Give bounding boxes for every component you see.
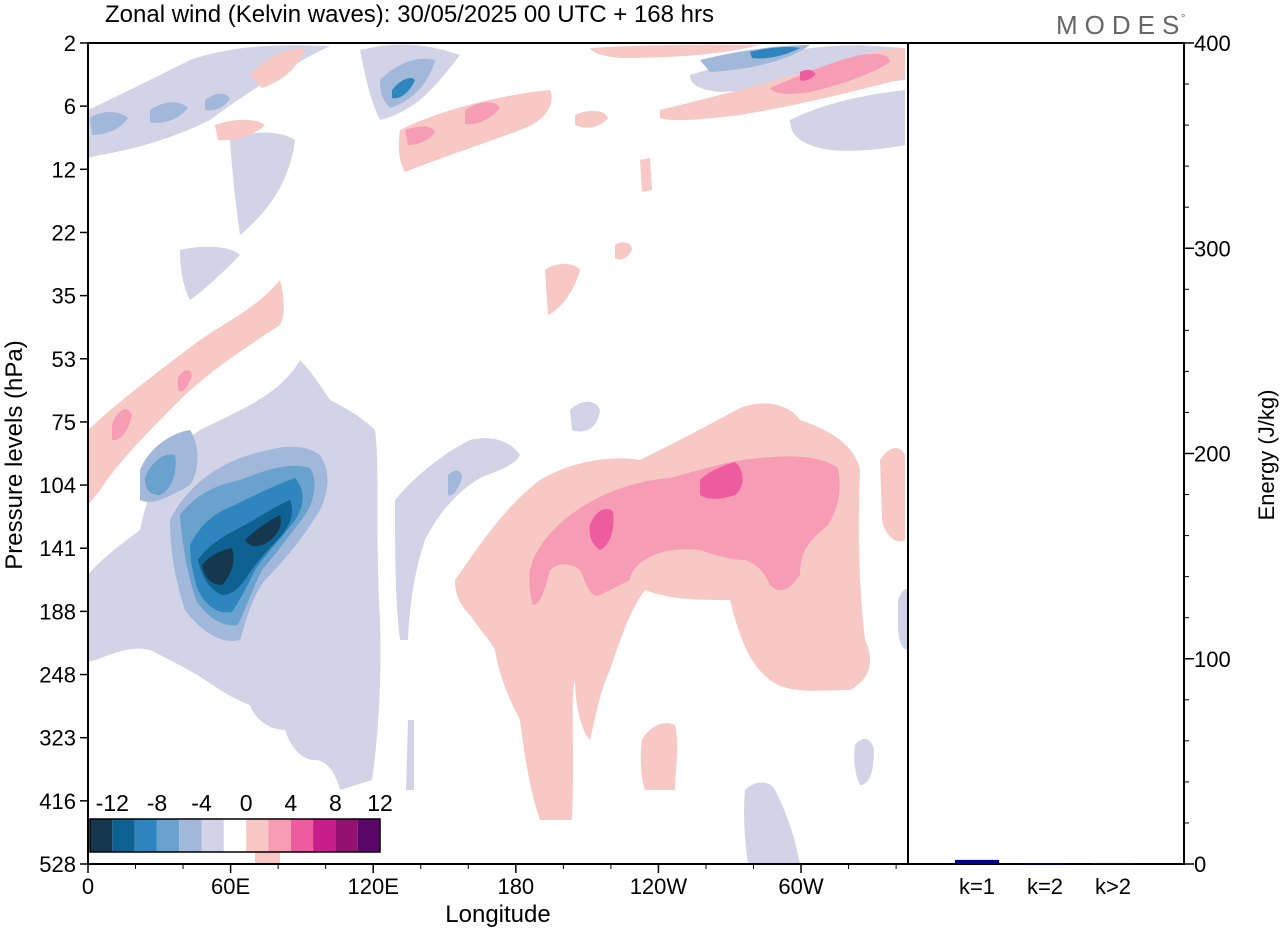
colorbar-swatch <box>268 819 291 852</box>
energy-tick-label: 400 <box>1194 31 1231 56</box>
energy-bars: k=1 k=2 k>2 <box>955 859 1135 899</box>
pressure-tick-label: 248 <box>39 663 76 688</box>
colorbar-swatch <box>179 819 202 852</box>
colorbar-label: 4 <box>284 790 297 816</box>
pressure-tick-label: 6 <box>64 94 76 119</box>
energy-bar <box>1023 863 1067 865</box>
contour-region <box>392 47 800 99</box>
colorbar-label: -8 <box>147 790 167 816</box>
chart-title: Zonal wind (Kelvin waves): 30/05/2025 00… <box>105 1 714 28</box>
colorbar-swatch <box>112 819 135 852</box>
colorbar-legend: -12 -8 -4 0 4 8 12 <box>89 790 393 853</box>
energy-category-label: k=1 <box>959 874 995 899</box>
pressure-tick-label: 528 <box>39 852 76 877</box>
colorbar-frame <box>89 818 381 853</box>
energy-tick-label: 0 <box>1194 852 1206 877</box>
pressure-tick-label: 104 <box>39 473 76 498</box>
pressure-tick-label: 323 <box>39 726 76 751</box>
modes-logo-mark: ° <box>1181 13 1185 25</box>
energy-bar <box>1091 862 1135 864</box>
colorbar-label: 8 <box>329 790 342 816</box>
colorbar-label: 12 <box>367 790 393 816</box>
x-axis-label: Longitude <box>445 901 550 928</box>
colorbar-swatch <box>156 819 180 852</box>
pressure-tick-label: 12 <box>52 157 76 182</box>
energy-tick-label: 200 <box>1194 442 1231 467</box>
longitude-tick-label: 60E <box>211 874 250 899</box>
colorbar-swatch <box>313 819 336 852</box>
energy-category-label: k>2 <box>1095 874 1131 899</box>
energy-category-label: k=2 <box>1027 874 1063 899</box>
contour-region <box>112 53 890 605</box>
longitude-tick-label: 0 <box>82 874 94 899</box>
pressure-tick-label: 141 <box>39 536 76 561</box>
colorbar-swatch <box>223 819 247 852</box>
modes-logo: MODES <box>1056 10 1186 40</box>
colorbar-swatch <box>335 819 358 852</box>
y-axis-label: Pressure levels (hPa) <box>1 340 28 569</box>
energy-bar <box>955 859 999 864</box>
longitude-tick-label: 120E <box>348 874 399 899</box>
colorbar-swatch <box>90 819 113 852</box>
contour-region <box>202 515 281 585</box>
contour-region <box>589 69 815 550</box>
longitude-tick-label: 120W <box>630 874 688 899</box>
longitude-axis: 0 60E 120E 180 120W 60W <box>82 864 897 899</box>
colorbar-swatch <box>357 819 380 852</box>
pressure-tick-label: 53 <box>52 347 76 372</box>
energy-tick-label: 300 <box>1194 236 1231 261</box>
colorbar-label: -12 <box>96 790 129 816</box>
longitude-tick-label: 180 <box>497 874 534 899</box>
energy-axis-label: Energy (J/kg) <box>1254 390 1279 521</box>
pressure-tick-label: 416 <box>39 789 76 814</box>
contour-plot <box>88 43 908 864</box>
pressure-axis: 2 6 12 22 35 53 75 104 141 188 248 323 416 528 <box>39 31 88 877</box>
pressure-tick-label: 22 <box>52 220 76 245</box>
pressure-tick-label: 75 <box>52 410 76 435</box>
colorbar-swatch <box>246 819 269 852</box>
colorbar-swatch <box>290 819 314 852</box>
energy-tick-label: 100 <box>1194 647 1231 672</box>
colorbar-label: 0 <box>240 790 253 816</box>
pressure-tick-label: 188 <box>39 599 76 624</box>
colorbar-swatch <box>134 819 157 852</box>
colorbar-swatch <box>201 819 224 852</box>
energy-panel-frame <box>907 42 1185 865</box>
colorbar-label: -4 <box>191 790 212 816</box>
pressure-tick-label: 35 <box>52 284 76 309</box>
longitude-tick-label: 60W <box>778 874 823 899</box>
pressure-tick-label: 2 <box>64 31 76 56</box>
energy-axis: 0 100 200 300 400 <box>1184 31 1231 877</box>
